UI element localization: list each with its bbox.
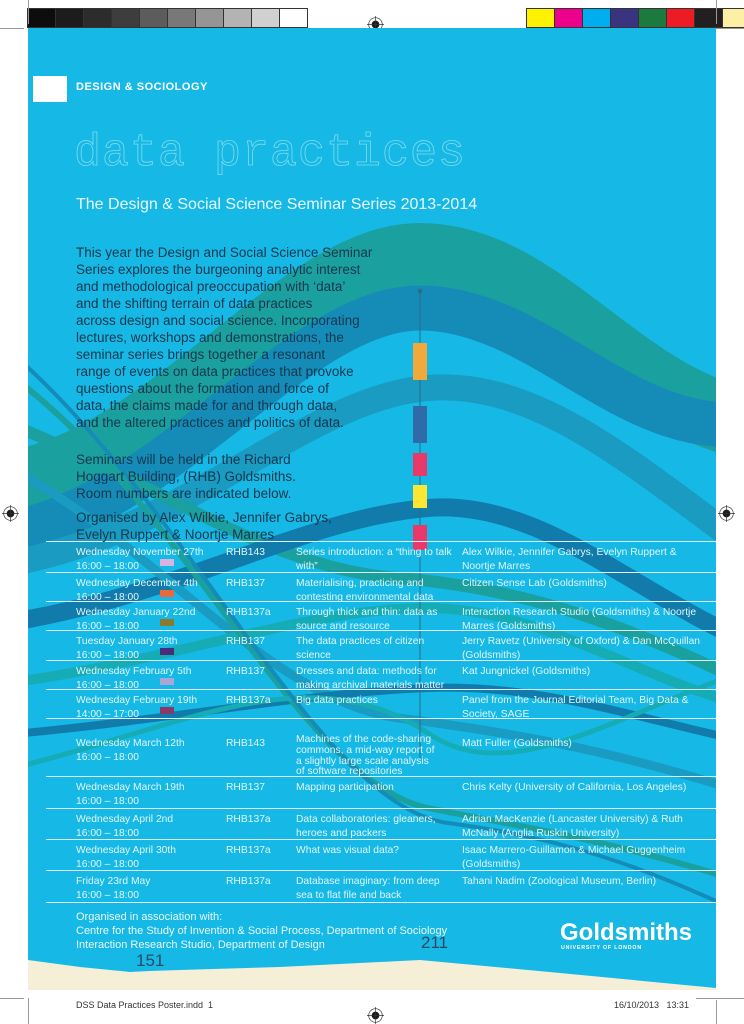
svg-text:UNIVERSITY OF LONDON: UNIVERSITY OF LONDON (561, 945, 642, 951)
svg-text:Goldsmiths: Goldsmiths (560, 919, 692, 946)
